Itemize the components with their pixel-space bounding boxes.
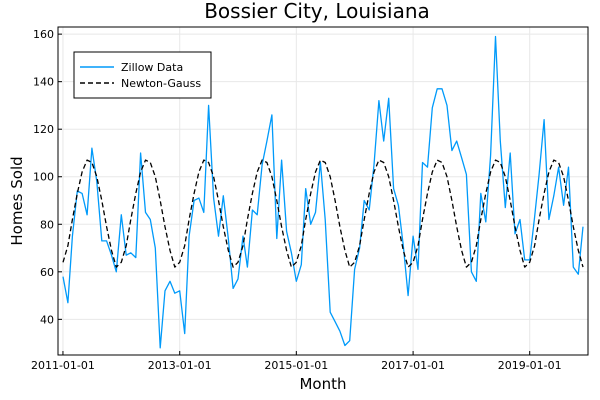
chart-title: Bossier City, Louisiana xyxy=(204,0,430,23)
legend-label-newton-gauss: Newton-Gauss xyxy=(121,77,201,90)
legend: Zillow Data Newton-Gauss xyxy=(73,51,212,99)
series-line-zillow-data xyxy=(62,35,584,349)
y-tick-label: 120 xyxy=(33,123,54,136)
x-tick-label: 2013-01-01 xyxy=(148,359,212,372)
y-tick-labels: 40 60 80 100 120 140 160 xyxy=(33,28,62,326)
x-tick-label: 2011-01-01 xyxy=(31,359,95,372)
legend-label-zillow-data: Zillow Data xyxy=(121,61,183,74)
y-tick-label: 140 xyxy=(33,76,54,89)
series-lines xyxy=(62,35,584,349)
x-tick-label: 2015-01-01 xyxy=(264,359,328,372)
x-tick-label: 2017-01-01 xyxy=(381,359,445,372)
series-line-newton-gauss xyxy=(62,159,584,268)
x-tick-labels: 2011-01-01 2013-01-01 2015-01-01 2017-01-01… xyxy=(31,351,562,372)
y-tick-label: 60 xyxy=(40,266,54,279)
y-tick-label: 40 xyxy=(40,313,54,326)
y-axis-label: Homes Sold xyxy=(8,156,26,245)
plot-frame xyxy=(57,26,589,356)
x-tick-label: 2019-01-01 xyxy=(498,359,562,372)
y-tick-label: 100 xyxy=(33,171,54,184)
legend-box xyxy=(73,51,212,99)
y-tick-label: 80 xyxy=(40,218,54,231)
x-axis-label: Month xyxy=(299,375,346,393)
y-tick-label: 160 xyxy=(33,28,54,41)
